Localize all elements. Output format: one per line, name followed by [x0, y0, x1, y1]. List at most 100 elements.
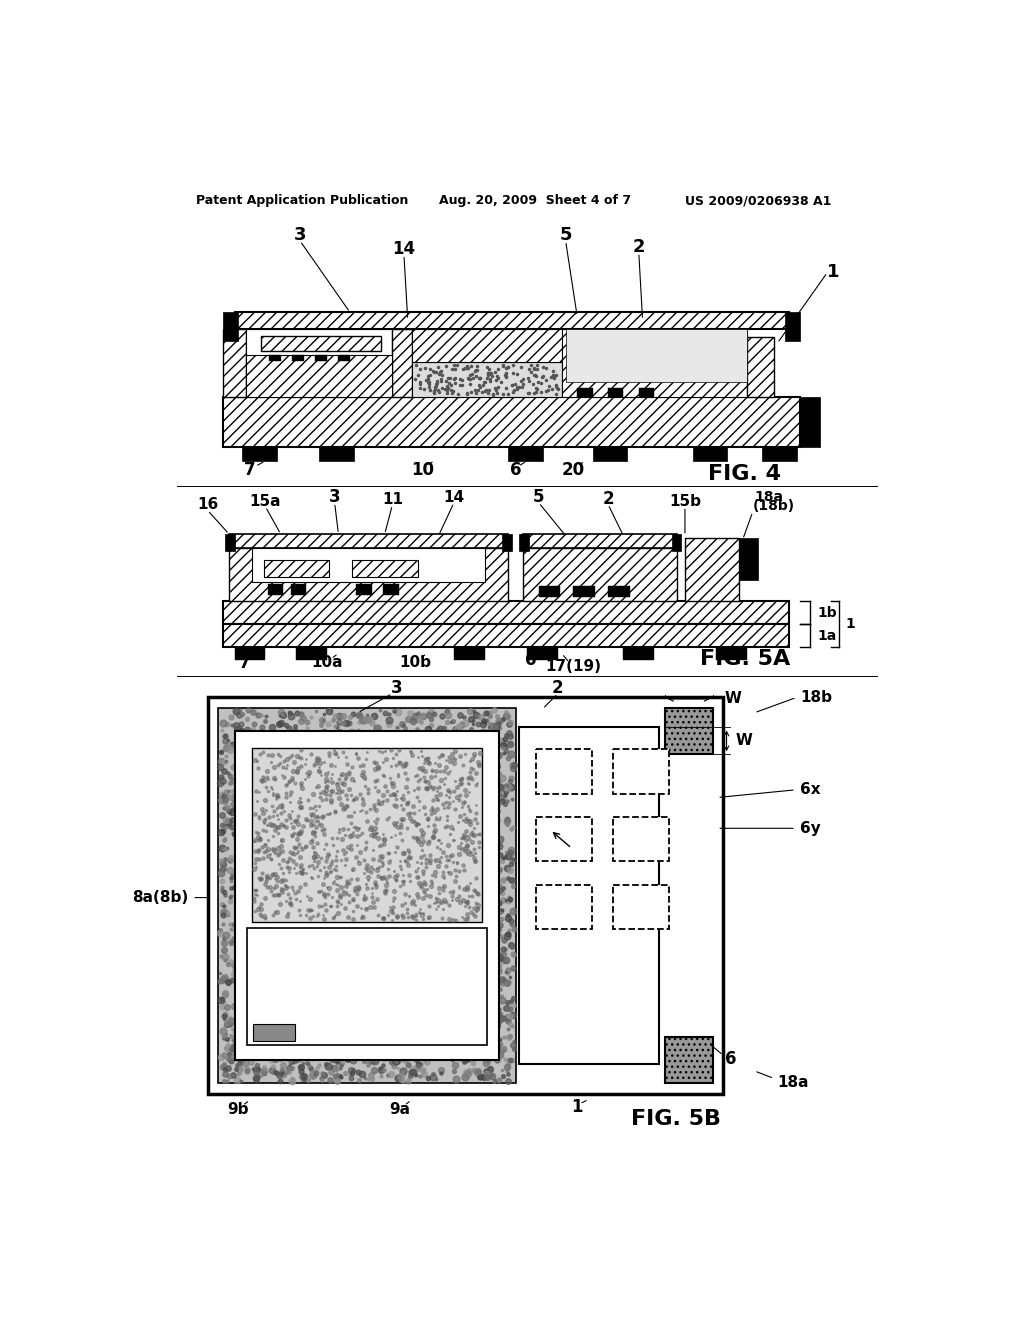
Text: 3: 3	[294, 227, 306, 244]
Text: 1: 1	[826, 264, 839, 281]
Bar	[537, 748, 592, 793]
Bar	[264, 560, 330, 577]
Bar	[252, 548, 484, 582]
Text: 6: 6	[725, 1051, 737, 1068]
Bar	[229, 535, 508, 548]
Text: 10a: 10a	[311, 655, 343, 671]
Text: 6: 6	[525, 652, 537, 669]
Bar	[672, 535, 681, 552]
Bar	[208, 697, 724, 1094]
Text: 18b: 18b	[801, 690, 833, 705]
Bar	[296, 647, 327, 660]
Bar	[608, 586, 630, 597]
Bar	[223, 313, 239, 341]
Bar	[234, 313, 788, 330]
Bar	[565, 330, 746, 381]
Bar	[746, 337, 773, 397]
Text: 14: 14	[392, 240, 416, 259]
Bar	[537, 817, 592, 862]
Text: 18a: 18a	[777, 1074, 809, 1090]
Text: 20: 20	[562, 461, 585, 479]
Text: 8a(8b): 8a(8b)	[132, 890, 188, 906]
Text: 6: 6	[510, 461, 521, 479]
Text: 1a: 1a	[817, 628, 837, 643]
Bar	[593, 447, 628, 461]
Bar	[523, 535, 677, 548]
Text: 5: 5	[532, 488, 545, 506]
Text: 3: 3	[329, 488, 340, 506]
Bar	[269, 355, 281, 360]
Bar	[519, 535, 528, 552]
Bar	[665, 708, 713, 755]
Bar	[261, 335, 381, 351]
Text: 2: 2	[602, 490, 613, 508]
Text: 10b: 10b	[399, 655, 431, 671]
Bar	[223, 601, 788, 624]
Text: FIG. 4: FIG. 4	[708, 465, 781, 484]
Bar	[537, 884, 592, 929]
Bar	[223, 624, 788, 647]
Bar	[236, 731, 499, 1060]
Bar	[218, 708, 515, 1084]
Bar	[508, 447, 543, 461]
Text: 15a: 15a	[250, 494, 281, 508]
Text: W: W	[736, 734, 753, 748]
Bar	[247, 928, 487, 1044]
Bar	[573, 586, 595, 597]
Text: 3: 3	[390, 680, 402, 697]
Bar	[578, 388, 593, 397]
Bar	[252, 748, 481, 921]
Text: FIG. 5B: FIG. 5B	[631, 1109, 721, 1130]
Bar	[639, 388, 654, 397]
Text: 14: 14	[443, 490, 465, 504]
Bar	[352, 560, 418, 577]
Text: 5: 5	[559, 227, 571, 244]
Text: 16: 16	[197, 498, 218, 512]
Bar	[234, 647, 265, 660]
Text: 2: 2	[633, 238, 645, 256]
Bar	[246, 330, 392, 397]
Bar	[412, 363, 562, 397]
Bar	[613, 884, 669, 929]
Text: 10: 10	[412, 461, 434, 479]
Bar	[267, 585, 283, 595]
Bar	[692, 447, 727, 461]
Bar	[392, 330, 412, 397]
Text: W: W	[724, 692, 741, 706]
Bar	[613, 748, 669, 793]
Bar	[225, 535, 234, 552]
Bar	[243, 447, 276, 461]
Bar	[223, 397, 801, 447]
Text: (18b): (18b)	[753, 499, 795, 513]
Text: 1: 1	[845, 618, 855, 631]
Bar	[356, 585, 372, 595]
Bar	[315, 355, 327, 360]
Bar	[503, 535, 512, 552]
Text: US 2009/0206938 A1: US 2009/0206938 A1	[685, 194, 831, 207]
Bar	[785, 313, 801, 341]
Bar	[665, 1038, 713, 1084]
Bar	[412, 330, 562, 363]
Bar	[562, 330, 746, 397]
Bar	[685, 539, 739, 601]
Text: 9b: 9b	[227, 1102, 249, 1117]
Bar	[613, 817, 669, 862]
Bar	[383, 585, 398, 595]
Bar	[319, 447, 354, 461]
Text: 15b: 15b	[669, 494, 701, 508]
Text: Aug. 20, 2009  Sheet 4 of 7: Aug. 20, 2009 Sheet 4 of 7	[438, 194, 631, 207]
Bar	[762, 447, 797, 461]
Bar	[253, 1024, 295, 1040]
Text: 6y: 6y	[801, 821, 821, 836]
Bar	[454, 647, 484, 660]
Bar	[608, 388, 624, 397]
Bar	[739, 539, 758, 581]
Text: Patent Application Publication: Patent Application Publication	[196, 194, 409, 207]
Text: 1b: 1b	[817, 606, 837, 619]
Bar	[229, 548, 508, 601]
Text: 11: 11	[382, 492, 402, 507]
Text: FIG. 5A: FIG. 5A	[700, 649, 791, 669]
Bar	[523, 548, 677, 601]
Text: 18a: 18a	[755, 490, 783, 504]
Text: 9a: 9a	[389, 1102, 411, 1117]
